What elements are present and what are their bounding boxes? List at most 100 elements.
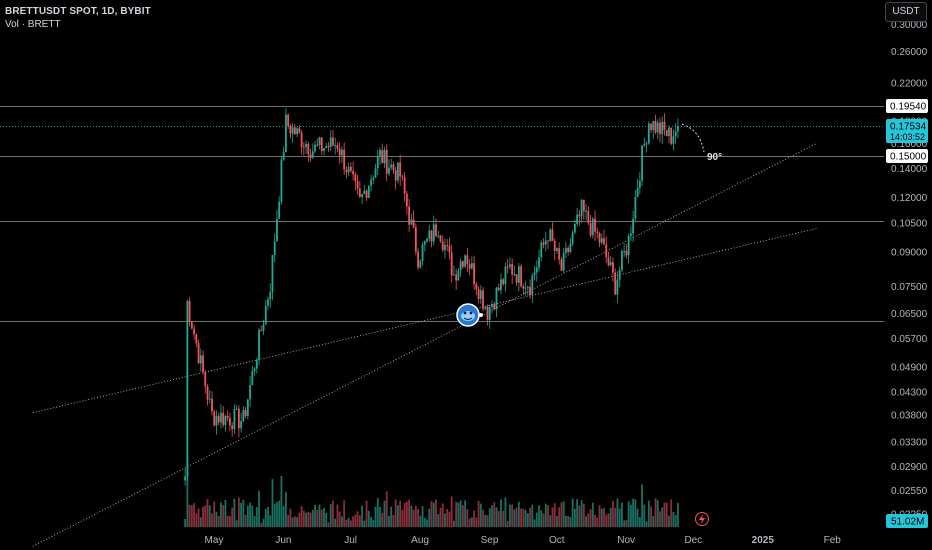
candle bbox=[497, 287, 500, 291]
volume-bar bbox=[255, 507, 258, 527]
volume-bar bbox=[224, 499, 227, 527]
brett-logo-icon[interactable] bbox=[456, 303, 483, 327]
candle bbox=[477, 289, 480, 299]
volume-bar bbox=[668, 515, 670, 527]
volume-bar bbox=[428, 508, 431, 527]
candle bbox=[186, 300, 189, 477]
volume-bar bbox=[641, 484, 643, 527]
candle bbox=[208, 398, 211, 400]
y-tick-label: 0.04300 bbox=[891, 387, 928, 398]
volume-bar bbox=[614, 507, 617, 527]
volume-bar bbox=[365, 500, 368, 527]
candle bbox=[578, 214, 581, 217]
volume-bar bbox=[397, 505, 399, 527]
candle bbox=[446, 245, 449, 247]
volume-bar bbox=[535, 512, 538, 527]
candle bbox=[311, 151, 314, 158]
volume-bar bbox=[332, 500, 334, 527]
y-tick-label: 0.06500 bbox=[891, 309, 928, 320]
volume-bar bbox=[500, 499, 502, 527]
candle bbox=[439, 235, 442, 242]
volume-bar bbox=[204, 505, 207, 527]
volume-bar bbox=[186, 457, 189, 527]
candle bbox=[670, 127, 673, 144]
candle bbox=[267, 299, 269, 306]
candle bbox=[323, 147, 325, 152]
candle bbox=[213, 411, 216, 426]
trend-line bbox=[32, 142, 817, 547]
candle bbox=[385, 149, 388, 174]
volume-bar bbox=[195, 513, 198, 527]
candle bbox=[329, 137, 332, 147]
currency-button[interactable]: USDT bbox=[885, 2, 927, 22]
volume-tag bbox=[886, 514, 928, 528]
candle bbox=[240, 421, 243, 429]
angle-arc bbox=[681, 123, 705, 153]
candle bbox=[363, 190, 366, 195]
candle bbox=[473, 263, 475, 284]
volume-bar bbox=[363, 520, 366, 527]
candle bbox=[623, 251, 626, 253]
candle bbox=[612, 262, 614, 273]
symbol-title: BRETTUSDT SPOT, 1D, BYBIT bbox=[5, 6, 151, 17]
candle bbox=[482, 290, 484, 309]
volume-bar bbox=[361, 505, 363, 527]
candle bbox=[215, 415, 218, 426]
volume-bar bbox=[661, 507, 664, 527]
volume-bar bbox=[558, 507, 561, 527]
volume-bar bbox=[591, 502, 594, 527]
candle bbox=[372, 177, 375, 180]
volume-bar bbox=[336, 504, 339, 527]
candle bbox=[264, 305, 267, 325]
candle bbox=[296, 128, 299, 135]
volume-bar bbox=[379, 506, 381, 527]
candle bbox=[217, 415, 220, 423]
volume-bar bbox=[607, 513, 610, 527]
candle bbox=[318, 137, 321, 145]
volume-bar bbox=[625, 520, 628, 527]
candle bbox=[244, 410, 247, 417]
x-tick-label: Nov bbox=[617, 535, 635, 546]
lightning-icon[interactable] bbox=[695, 512, 709, 526]
candle bbox=[354, 174, 357, 182]
candle bbox=[522, 286, 525, 289]
y-tick-label: 0.22000 bbox=[891, 79, 928, 90]
volume-bar bbox=[569, 517, 572, 527]
volume-bar bbox=[612, 500, 614, 527]
candle bbox=[188, 300, 191, 322]
volume-bar bbox=[399, 500, 402, 527]
candle bbox=[580, 199, 583, 217]
candle bbox=[394, 170, 397, 181]
volume-bar bbox=[222, 504, 225, 527]
volume-bar bbox=[251, 505, 254, 527]
volume-bar bbox=[264, 509, 267, 527]
candle bbox=[251, 370, 254, 386]
candle bbox=[271, 254, 274, 293]
volume-bar bbox=[334, 518, 337, 527]
volume-bar bbox=[670, 499, 673, 527]
time-axis[interactable]: May Jun Jul Aug Sep Oct Nov Dec 2025 Feb bbox=[205, 535, 842, 546]
volume-bar bbox=[598, 505, 601, 527]
candle bbox=[426, 238, 428, 242]
candle bbox=[206, 386, 209, 400]
candle bbox=[665, 130, 668, 137]
x-tick-label: Jun bbox=[275, 535, 291, 546]
volume-bar bbox=[455, 501, 458, 527]
volume-bar bbox=[580, 500, 583, 527]
candle bbox=[605, 244, 608, 258]
volume-bar bbox=[226, 515, 229, 527]
candle bbox=[309, 154, 312, 158]
candle bbox=[423, 241, 426, 245]
price-axis[interactable]: 0.300000.260000.220000.180000.160000.140… bbox=[891, 20, 928, 521]
candle bbox=[479, 290, 482, 299]
volume-bar bbox=[677, 503, 679, 527]
volume-bar bbox=[470, 517, 473, 527]
candle bbox=[656, 122, 659, 133]
candle bbox=[542, 242, 545, 245]
volume-bar bbox=[184, 519, 187, 527]
volume-bar bbox=[511, 504, 514, 527]
volume-bar bbox=[645, 521, 648, 527]
volume-bar bbox=[354, 514, 357, 527]
